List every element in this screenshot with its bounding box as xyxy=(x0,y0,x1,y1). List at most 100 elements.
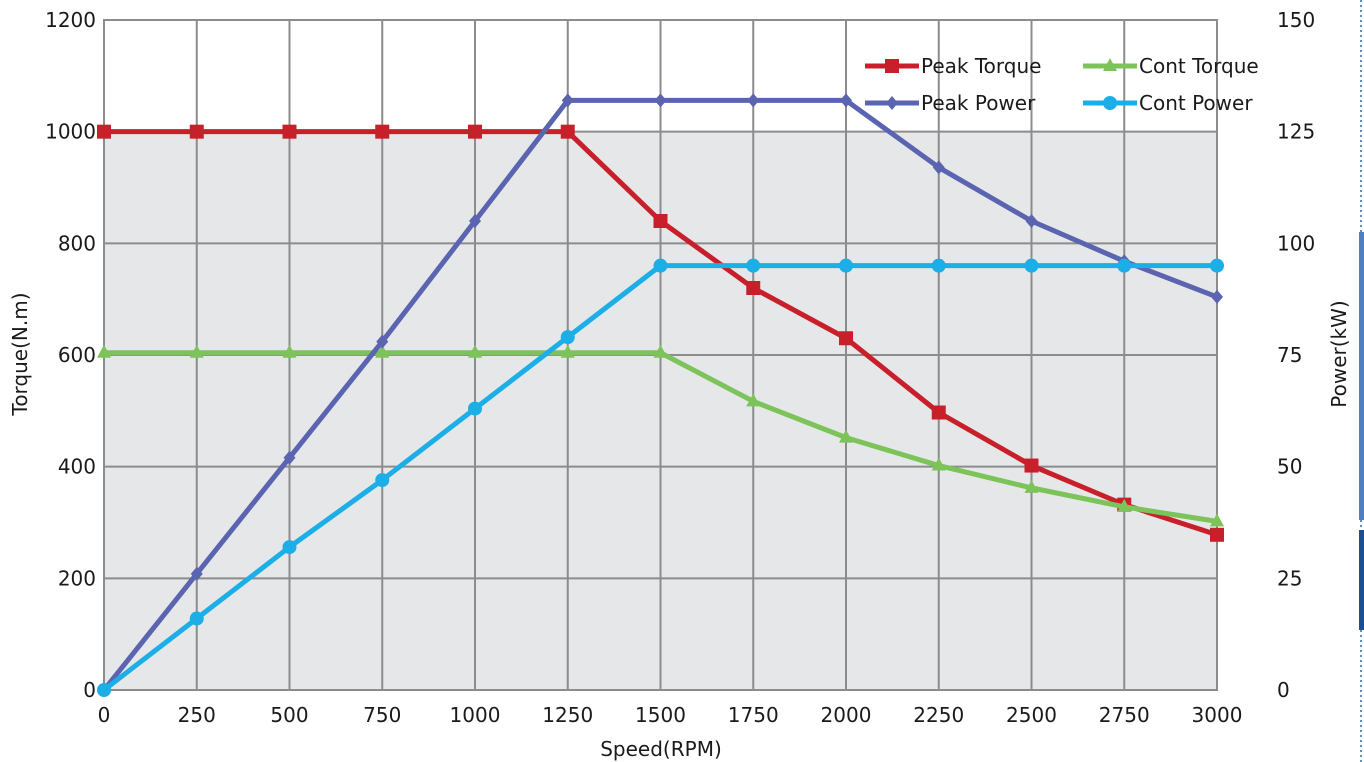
data-point-square xyxy=(653,214,668,228)
legend-item-cont-torque: Cont Torque xyxy=(1083,54,1259,78)
y-left-tick-label: 800 xyxy=(58,231,96,255)
data-point-circle xyxy=(375,473,390,488)
x-tick-label: 1750 xyxy=(728,703,779,727)
y-right-tick-label: 150 xyxy=(1277,8,1315,32)
data-point-circle xyxy=(931,258,946,273)
legend-label: Cont Power xyxy=(1139,91,1253,115)
series-cont-power xyxy=(97,258,1224,697)
data-point-triangle xyxy=(97,344,111,358)
legend-label: Cont Torque xyxy=(1139,54,1259,78)
data-point-diamond xyxy=(840,93,852,108)
legend-item-peak-torque: Peak Torque xyxy=(865,54,1041,78)
y-left-tick-label: 400 xyxy=(58,455,96,479)
data-point-square xyxy=(189,124,204,139)
data-point-square xyxy=(885,59,899,73)
y-left-tick-label: 200 xyxy=(58,566,96,590)
data-point-circle xyxy=(1103,96,1117,110)
data-point-diamond xyxy=(932,160,945,175)
page-edge-tab xyxy=(1359,232,1364,520)
data-point-triangle xyxy=(746,393,761,407)
data-point-triangle xyxy=(189,344,204,358)
data-point-triangle xyxy=(1024,479,1039,493)
legend-label: Peak Torque xyxy=(921,54,1041,78)
data-point-diamond xyxy=(469,214,481,228)
data-point-circle xyxy=(468,401,482,416)
series-peak-power xyxy=(98,93,1223,697)
right-axis-title: Power(kW) xyxy=(1327,300,1351,407)
legend: Peak Torque Cont Torque Peak Power Cont Pow… xyxy=(865,54,1259,115)
data-point-square xyxy=(839,331,853,346)
y-right-tick-label: 100 xyxy=(1277,231,1315,255)
data-point-triangle xyxy=(931,457,946,471)
left-axis-title: Torque(N.m) xyxy=(8,292,32,416)
x-tick-label: 750 xyxy=(363,703,401,727)
data-point-diamond xyxy=(886,96,898,110)
legend-label: Peak Power xyxy=(921,91,1036,115)
right-axis-ticks: 0 25 50 75 100 125 150 xyxy=(1277,8,1315,702)
data-point-circle xyxy=(1210,258,1224,273)
data-point-circle xyxy=(560,330,575,345)
data-point-triangle xyxy=(1210,513,1224,527)
data-point-square xyxy=(1024,458,1039,473)
left-axis-ticks: 0 200 400 600 800 1000 1200 xyxy=(45,8,96,702)
data-point-triangle xyxy=(1103,58,1117,71)
legend-item-peak-power: Peak Power xyxy=(865,91,1036,115)
x-tick-label: 2750 xyxy=(1099,703,1150,727)
data-point-circle xyxy=(1117,258,1132,273)
y-left-tick-label: 1200 xyxy=(45,8,96,32)
data-point-square xyxy=(746,281,761,295)
data-point-diamond xyxy=(747,93,760,108)
x-tick-label: 2250 xyxy=(913,703,964,727)
data-point-triangle xyxy=(839,429,853,443)
data-point-square xyxy=(1210,527,1224,542)
x-tick-label: 1500 xyxy=(635,703,686,727)
data-point-triangle xyxy=(282,344,297,358)
x-tick-label: 2000 xyxy=(821,703,872,727)
data-point-diamond xyxy=(376,334,389,349)
y-left-tick-label: 600 xyxy=(58,343,96,367)
y-left-tick-label: 0 xyxy=(83,678,96,702)
data-point-square xyxy=(468,124,482,139)
data-point-diamond xyxy=(654,93,667,108)
data-point-circle xyxy=(653,258,668,273)
data-point-circle xyxy=(839,258,853,273)
data-point-triangle xyxy=(468,344,482,358)
y-right-tick-label: 25 xyxy=(1277,566,1302,590)
data-point-circle xyxy=(1024,258,1039,273)
x-tick-label: 250 xyxy=(178,703,216,727)
x-tick-label: 0 xyxy=(98,703,111,727)
data-point-circle xyxy=(97,683,111,697)
data-point-diamond xyxy=(1025,214,1038,228)
data-point-square xyxy=(282,124,297,139)
data-point-diamond xyxy=(283,450,296,465)
y-right-tick-label: 75 xyxy=(1277,343,1302,367)
y-right-tick-label: 125 xyxy=(1277,120,1315,144)
x-tick-label: 3000 xyxy=(1192,703,1243,727)
series-layer xyxy=(97,93,1224,697)
x-axis-title: Speed(RPM) xyxy=(600,737,722,761)
data-point-square xyxy=(97,124,111,139)
data-point-triangle xyxy=(560,344,575,358)
page-edge-tab-dark xyxy=(1359,530,1364,630)
y-left-tick-label: 1000 xyxy=(45,120,96,144)
series-cont-torque xyxy=(97,344,1224,527)
data-point-triangle xyxy=(375,344,390,358)
data-point-circle xyxy=(746,258,761,273)
x-tick-label: 1000 xyxy=(450,703,501,727)
x-tick-label: 500 xyxy=(270,703,308,727)
data-point-diamond xyxy=(1211,289,1223,304)
y-right-tick-label: 0 xyxy=(1277,678,1290,702)
data-point-diamond xyxy=(561,93,574,108)
data-point-circle xyxy=(282,540,297,555)
y-right-tick-label: 50 xyxy=(1277,455,1302,479)
legend-item-cont-power: Cont Power xyxy=(1083,91,1253,115)
data-point-square xyxy=(931,405,946,420)
data-point-diamond xyxy=(190,566,203,581)
data-point-square xyxy=(375,124,390,139)
data-point-triangle xyxy=(653,344,668,358)
x-tick-label: 2500 xyxy=(1006,703,1057,727)
data-point-circle xyxy=(189,611,204,626)
data-point-square xyxy=(560,124,575,139)
data-point-triangle xyxy=(1117,498,1132,512)
